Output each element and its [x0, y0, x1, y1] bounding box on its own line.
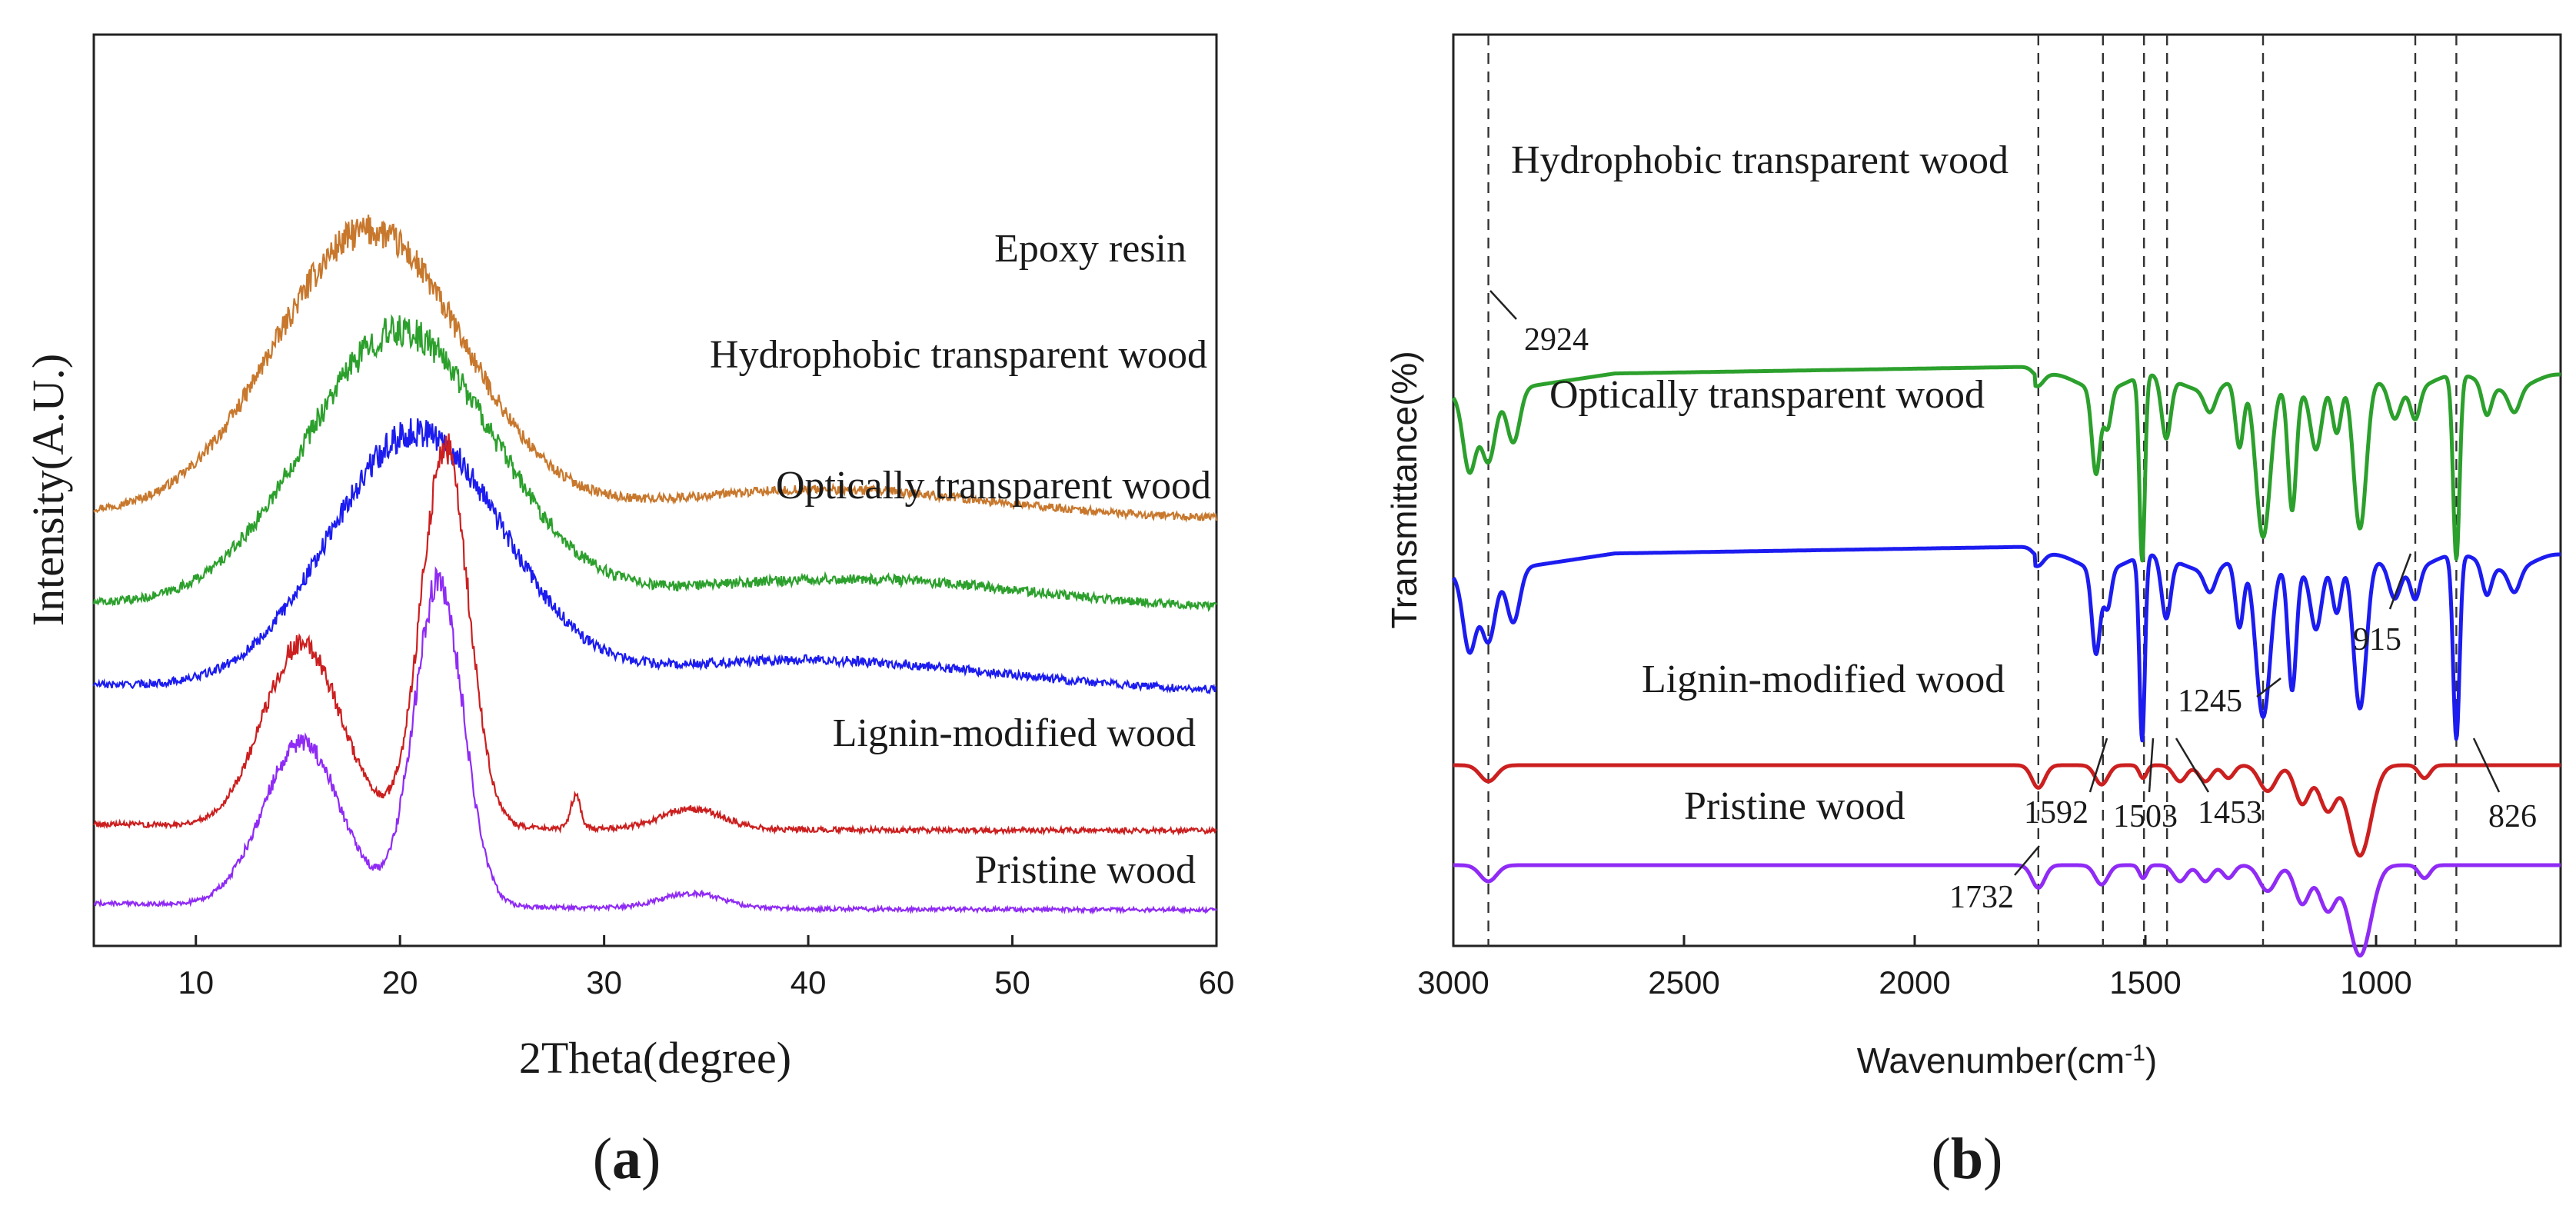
peak-annotation-1503: 1503 — [2113, 738, 2178, 834]
ftir-series-hydrophobic-transparent-wood — [1451, 365, 2562, 563]
panel-b-plot-frame — [1452, 33, 2562, 947]
peak-label-1245: 1245 — [2178, 684, 2242, 719]
series-label-lignin-modified-wood-ftir: Lignin-modified wood — [1642, 658, 2005, 701]
peak-annotation-1453: 1453 — [2175, 738, 2262, 831]
series-label-hydrophobic-transparent-wood: Hydrophobic transparent wood — [710, 333, 1207, 377]
panel-a-x-axis-ticks: 10 20 30 40 50 60 — [178, 935, 1234, 1001]
panel-b-ftir-chart: 3000 2500 2000 1500 1000 Hydrophobic transpa… — [1384, 33, 2562, 1191]
xrd-series-optically-transparent-wood — [92, 418, 1217, 695]
x-tick-label-10: 10 — [178, 964, 214, 1001]
peak-label-2924: 2924 — [1524, 322, 1589, 358]
xrd-series-hydrophobic-transparent-wood — [92, 314, 1217, 612]
leader-line-2924 — [1489, 290, 1517, 320]
peak-label-1503: 1503 — [2113, 799, 2178, 834]
x-tick-label-60: 60 — [1199, 964, 1235, 1001]
x-tick-label-3000: 3000 — [1417, 964, 1489, 1001]
leader-line-1453 — [2175, 738, 2210, 793]
leader-line-1503 — [2148, 738, 2155, 793]
series-label-hydrophobic-transparent-wood-ftir: Hydrophobic transparent wood — [1511, 138, 2009, 182]
leader-line-826 — [2472, 738, 2501, 793]
series-label-epoxy-resin: Epoxy resin — [994, 227, 1186, 271]
panel-b-series-group — [1451, 365, 2562, 958]
series-label-pristine-wood-ftir: Pristine wood — [1684, 784, 1905, 828]
peak-annotation-915: 915 — [2353, 553, 2412, 658]
panel-a-label: (a) — [593, 1127, 661, 1191]
series-label-pristine-wood: Pristine wood — [975, 848, 1196, 892]
x-tick-label-50: 50 — [994, 964, 1030, 1001]
panel-a-series-group — [92, 215, 1218, 915]
x-tick-label-2500: 2500 — [1648, 964, 1719, 1001]
x-tick-label-1000: 1000 — [2340, 964, 2411, 1001]
ftir-series-pristine-wood — [1452, 863, 2562, 958]
series-label-optically-transparent-wood-ftir: Optically transparent wood — [1549, 373, 1985, 417]
series-label-optically-transparent-wood: Optically transparent wood — [776, 464, 1211, 508]
ftir-series-lignin-modified-wood — [1452, 763, 2562, 858]
peak-label-826: 826 — [2488, 799, 2537, 834]
series-label-lignin-modified-wood: Lignin-modified wood — [833, 711, 1196, 755]
x-tick-label-1500: 1500 — [2109, 964, 2181, 1001]
leader-line-915 — [2388, 553, 2412, 610]
leader-line-1732 — [2014, 845, 2040, 876]
peak-label-1592: 1592 — [2024, 795, 2088, 831]
peak-label-1732: 1732 — [1949, 880, 2014, 915]
panel-b-x-axis-ticks: 3000 2500 2000 1500 1000 — [1417, 935, 2412, 1001]
x-tick-label-40: 40 — [790, 964, 827, 1001]
panel-a-x-axis-title: 2Theta(degree) — [519, 1033, 791, 1083]
panel-a-xrd-chart: 10 20 30 40 50 60 Epoxy resin Hydrophobic tra… — [23, 33, 1234, 1191]
peak-label-1453: 1453 — [2198, 795, 2262, 831]
panel-b-y-axis-title: Transmittance(%) — [1384, 351, 1424, 628]
panel-b-label: (b) — [1932, 1127, 2003, 1191]
peak-annotation-2924: 2924 — [1489, 290, 1589, 358]
leader-line-1592 — [2088, 738, 2108, 793]
panel-b-x-axis-title: Wavenumber(cm-1) — [1857, 1041, 2158, 1081]
ftir-series-optically-transparent-wood — [1451, 544, 2562, 743]
peak-annotation-1732: 1732 — [1949, 845, 2040, 915]
x-tick-label-2000: 2000 — [1879, 964, 1950, 1001]
panel-a-y-axis-title: Intensity(A.U.) — [23, 354, 73, 626]
peak-annotation-1592: 1592 — [2024, 738, 2108, 831]
peak-label-915: 915 — [2353, 622, 2401, 658]
xrd-series-lignin-modified-wood — [93, 433, 1217, 837]
leader-line-1245 — [2256, 678, 2281, 698]
xrd-series-pristine-wood — [94, 566, 1217, 915]
panel-a-plot-frame — [92, 33, 1218, 947]
peak-annotation-826: 826 — [2472, 738, 2537, 834]
x-tick-label-30: 30 — [586, 964, 622, 1001]
peak-annotation-1245: 1245 — [2178, 678, 2281, 719]
x-tick-label-20: 20 — [382, 964, 418, 1001]
panel-b-reference-lines — [1487, 35, 2458, 946]
xrd-series-epoxy-resin — [93, 215, 1218, 523]
